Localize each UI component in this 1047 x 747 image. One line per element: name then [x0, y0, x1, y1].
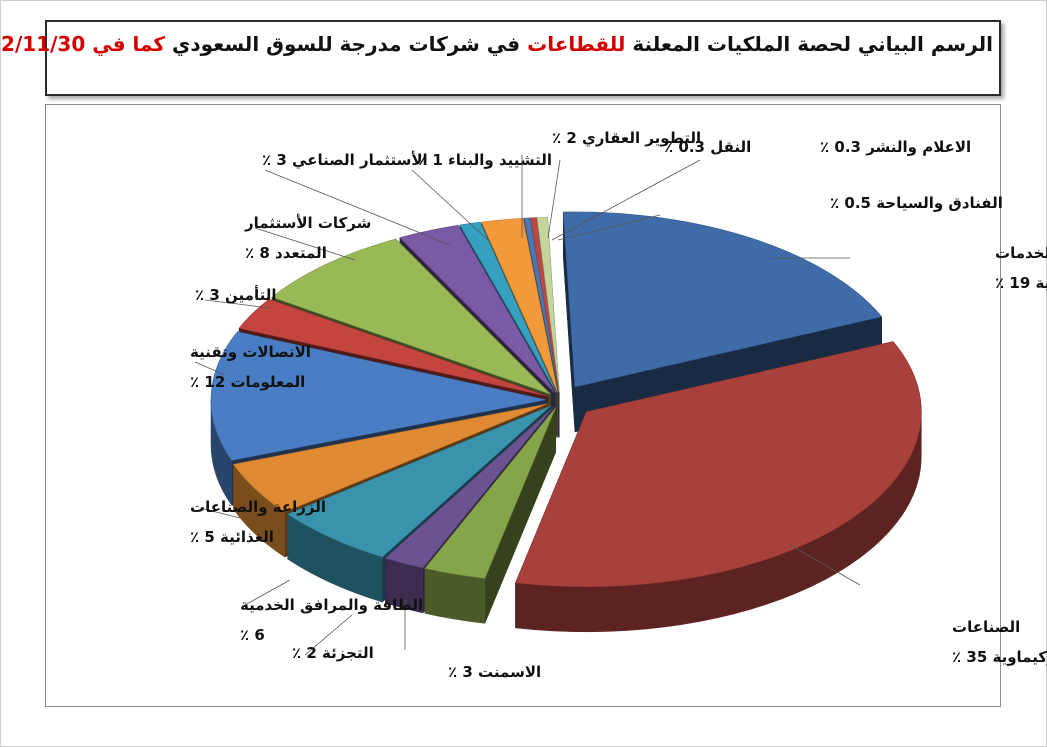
- leader-line-13: [551, 159, 701, 241]
- pie-slice-4: [287, 405, 552, 558]
- leader-line-1: [789, 544, 861, 586]
- pie-slice-13: [530, 217, 560, 393]
- title-date: 2012/11/30: [0, 32, 86, 56]
- slice-label-4-line-1: 6 ٪: [240, 626, 265, 644]
- slice-label-7: التأمين 3 ٪: [195, 285, 277, 304]
- title-box: الرسم البياني لحصة الملكيات المعلنة للقط…: [0, 20, 1001, 96]
- leader-line-14: [557, 214, 661, 241]
- slice-label-5-line-1: الغذائية 5 ٪: [190, 528, 274, 546]
- pie-slice-14: [536, 217, 560, 393]
- slice-label-1-line-0: الصناعات: [952, 618, 1020, 636]
- slice-label-6-line-1: المعلومات 12 ٪: [190, 373, 305, 391]
- chart-title: الرسم البياني لحصة الملكيات المعلنة للقط…: [0, 32, 993, 56]
- slice-label-13: الاعلام والنشر 0.3 ٪: [820, 138, 971, 156]
- leader-line-7: [204, 299, 271, 309]
- leader-line-4: [244, 579, 291, 606]
- pie-slice-7: [238, 298, 548, 397]
- slice-label-9: الأستثمار الصناعي 3 ٪: [262, 151, 428, 169]
- leader-line-3: [304, 614, 353, 656]
- slice-label-2: الاسمنت 3 ٪: [448, 663, 541, 681]
- slice-labels: المصارف والخدمات المالية 19 ٪ الصناعات البت…: [190, 129, 1047, 681]
- leader-line-12: [547, 159, 561, 239]
- pie-slice-11: [481, 218, 558, 393]
- pie-slice-1: [515, 341, 922, 588]
- pie-slice-9: [399, 224, 555, 394]
- title-part2: في شركات مدرجة للسوق السعودي: [172, 32, 521, 56]
- pie-slice-5: [232, 403, 548, 513]
- slice-label-12: النقل 0.3 ٪: [664, 138, 751, 156]
- leader-line-6: [194, 361, 226, 376]
- title-highlight-sectors: للقطاعات: [527, 32, 626, 56]
- title-part1: الرسم البياني لحصة الملكيات المعلنة: [632, 32, 993, 56]
- pie-slice-2: [424, 407, 557, 579]
- slice-label-14: الفنادق والسياحة 0.5 ٪: [830, 194, 1003, 212]
- leader-line-9: [264, 169, 451, 246]
- slice-label-6-line-0: الاتصالات وتقنية: [190, 343, 311, 361]
- leader-line-5: [199, 507, 241, 519]
- leader-line-10: [411, 169, 489, 241]
- slice-label-10: التشييد والبناء 1 ٪: [418, 151, 552, 169]
- slice-label-8-line-1: المتعدد 8 ٪: [245, 244, 327, 262]
- pie-slice-6: [210, 331, 547, 461]
- pie-tops: [210, 211, 922, 588]
- slice-label-0-line-1: المالية 19 ٪: [995, 274, 1047, 292]
- slice-label-8-line-0: شركات الأستثمار: [244, 214, 371, 232]
- pie-slice-3: [384, 406, 554, 569]
- slice-label-5-line-0: الزراعة والصناعات: [190, 498, 326, 516]
- title-highlight-as-of: كما في: [92, 32, 166, 56]
- slice-label-0-line-0: المصارف والخدمات: [995, 244, 1047, 262]
- pie-slice-0: [562, 211, 883, 388]
- leader-line-8: [254, 227, 356, 261]
- pie-slice-8: [271, 238, 551, 395]
- slice-label-3: التجزئة 2 ٪: [292, 644, 374, 662]
- slice-label-4-line-0: الطاقة والمرافق الخدمية: [240, 596, 423, 614]
- slice-label-1-line-1: البتروكيماوية 35 ٪: [952, 648, 1047, 666]
- slice-label-11: التطوير العقاري 2 ٪: [552, 129, 701, 148]
